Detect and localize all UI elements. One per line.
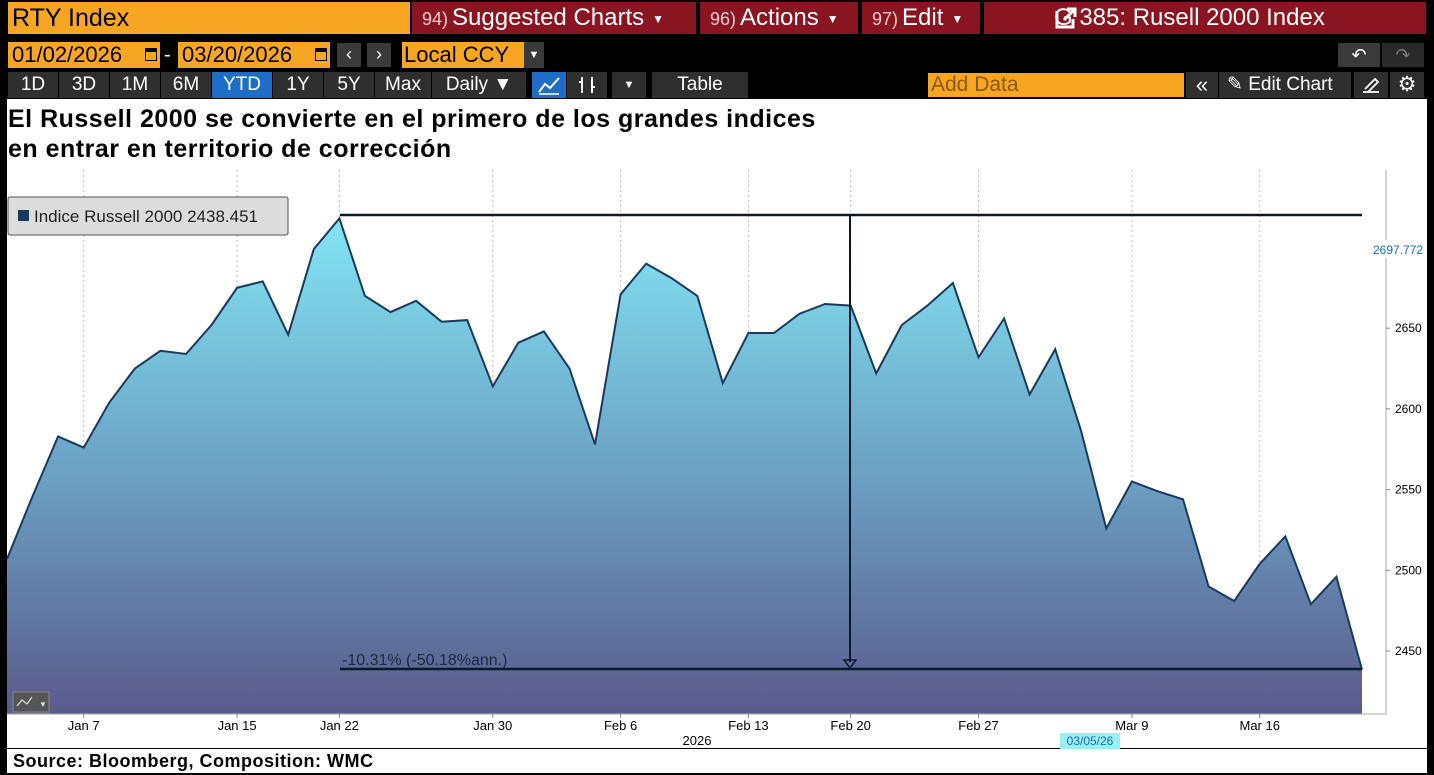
chevron-right-icon[interactable]: › [367, 43, 391, 67]
x-axis-area [7, 714, 1427, 748]
edit-chart-label: Edit Chart [1248, 74, 1333, 95]
range-5y[interactable]: 5Y [324, 72, 374, 98]
add-data-input[interactable]: Add Data [928, 73, 1184, 97]
line-chart-icon[interactable] [532, 72, 566, 98]
y-tick-label: 2550 [1395, 483, 1422, 497]
collapse-left-icon[interactable]: « [1186, 72, 1218, 98]
pencil-icon: ✎ [1227, 74, 1249, 95]
header-bar: RTY Index 94) Suggested Charts ▼ 96) Action… [0, 0, 1434, 36]
undo-icon[interactable]: ↶ [1338, 43, 1380, 67]
source-footer: Source: Bloomberg, Composition: WMC [7, 749, 1427, 773]
menu-label: Actions [740, 4, 819, 31]
x-tick-label: Jan 7 [68, 718, 100, 733]
suggested-charts-menu[interactable]: 94) Suggested Charts ▼ [412, 2, 696, 34]
chart-title: El Russell 2000 se convierte en el prime… [8, 104, 1008, 164]
range-1y[interactable]: 1Y [273, 72, 323, 98]
edit-chart-button[interactable]: ✎ Edit Chart [1219, 72, 1351, 98]
x-tick-label: Feb 6 [604, 718, 637, 733]
x-tick-label: Feb 13 [728, 718, 768, 733]
caret-down-icon: ▼ [652, 11, 665, 26]
range-ytd[interactable]: YTD [212, 72, 272, 98]
candle-chart-icon[interactable] [567, 72, 607, 98]
currency-select[interactable]: Local CCY ▼ [402, 42, 544, 68]
mini-chart-widget-icon[interactable] [12, 691, 50, 713]
last-value-box [1371, 240, 1427, 258]
x-tick-label: Mar 16 [1240, 718, 1280, 733]
crosshair-date-box [1060, 733, 1120, 749]
menu-number: 97) [872, 9, 899, 29]
y-tick-label: 2500 [1395, 563, 1422, 577]
actions-menu[interactable]: 96) Actions ▼ [700, 2, 858, 34]
range-max[interactable]: Max [375, 72, 431, 98]
x-tick-label: Jan 22 [320, 718, 359, 733]
y-tick-label: 2650 [1395, 321, 1422, 335]
start-date-field[interactable]: 01/02/2026 [8, 42, 160, 68]
menu-label: Edit [902, 4, 944, 31]
calendar-icon[interactable] [145, 48, 157, 61]
gear-icon[interactable]: ⚙ [1390, 72, 1424, 98]
range-1d[interactable]: 1D [8, 72, 58, 98]
last-value-label: 2697.772 [1373, 243, 1423, 257]
x-tick-label: Jan 30 [473, 718, 512, 733]
dropdown-arrow-icon[interactable]: ▼ [524, 42, 544, 68]
x-axis-ticks: Jan 7 Jan 15 Jan 22 Jan 30 Feb 6 Feb 13 Feb 20… [68, 714, 1280, 733]
mini-line-icon [16, 696, 33, 707]
mini-dropdown-icon: ▼ [39, 700, 47, 709]
drawdown-annotation: -10.31% (-50.18%ann.) [342, 652, 507, 669]
chart-title-line-1: El Russell 2000 se convierte en el prime… [8, 105, 816, 133]
menu-number: 96) [710, 9, 737, 29]
redo-icon[interactable]: ↷ [1382, 43, 1424, 67]
crosshair-date-label: 03/05/26 [1067, 734, 1114, 748]
x-tick-label: Mar 9 [1115, 718, 1148, 733]
x-tick-label: Jan 15 [218, 718, 257, 733]
y-tick-label: 2600 [1395, 402, 1422, 416]
caret-down-icon: ▼ [826, 11, 839, 26]
range-3d[interactable]: 3D [59, 72, 109, 98]
series-line [6, 216, 1363, 670]
ticker-field[interactable]: RTY Index [8, 2, 410, 34]
y-tick-label: 2450 [1395, 644, 1422, 658]
y-axis-ticks: 2450 2500 2550 2600 2650 [1386, 321, 1422, 658]
date-row: 01/02/2026 - 03/20/2026 ‹ › Local CCY ▼ ↶… [0, 42, 1434, 70]
date-separator: - [164, 44, 171, 66]
chevron-left-icon[interactable]: ‹ [337, 43, 361, 67]
table-button[interactable]: Table [652, 72, 748, 98]
chart-toolbar: 1D 3D 1M 6M YTD 1Y 5Y Max Daily ▼ ▼ Tabl… [0, 72, 1434, 98]
legend-label: Indice Russell 2000 2438.451 [34, 207, 258, 226]
currency-value: Local CCY [404, 42, 510, 67]
year-label: 2026 [683, 733, 712, 748]
frequency-select[interactable]: Daily ▼ [432, 72, 526, 98]
range-6m[interactable]: 6M [161, 72, 211, 98]
chart-title-line-2: en entrar en territorio de corrección [8, 135, 452, 163]
x-tick-label: Feb 27 [958, 718, 998, 733]
calendar-icon[interactable] [315, 48, 327, 61]
start-date-value: 01/02/2026 [12, 42, 123, 67]
legend-swatch [18, 210, 29, 221]
external-link-icon[interactable] [1054, 6, 1078, 30]
caret-down-icon: ▼ [951, 11, 964, 26]
chart-type-dropdown-icon[interactable]: ▼ [612, 72, 646, 98]
end-date-value: 03/20/2026 [182, 42, 293, 67]
x-tick-label: Feb 20 [830, 718, 870, 733]
arrow-down-icon [842, 659, 858, 670]
end-date-field[interactable]: 03/20/2026 [178, 42, 330, 68]
annotate-icon[interactable] [1354, 72, 1388, 98]
range-1m[interactable]: 1M [110, 72, 160, 98]
legend-box[interactable] [7, 196, 289, 236]
menu-label: Suggested Charts [452, 4, 645, 31]
edit-menu[interactable]: 97) Edit ▼ [862, 2, 980, 34]
menu-number: 94) [422, 9, 449, 29]
series-area [7, 218, 1362, 714]
